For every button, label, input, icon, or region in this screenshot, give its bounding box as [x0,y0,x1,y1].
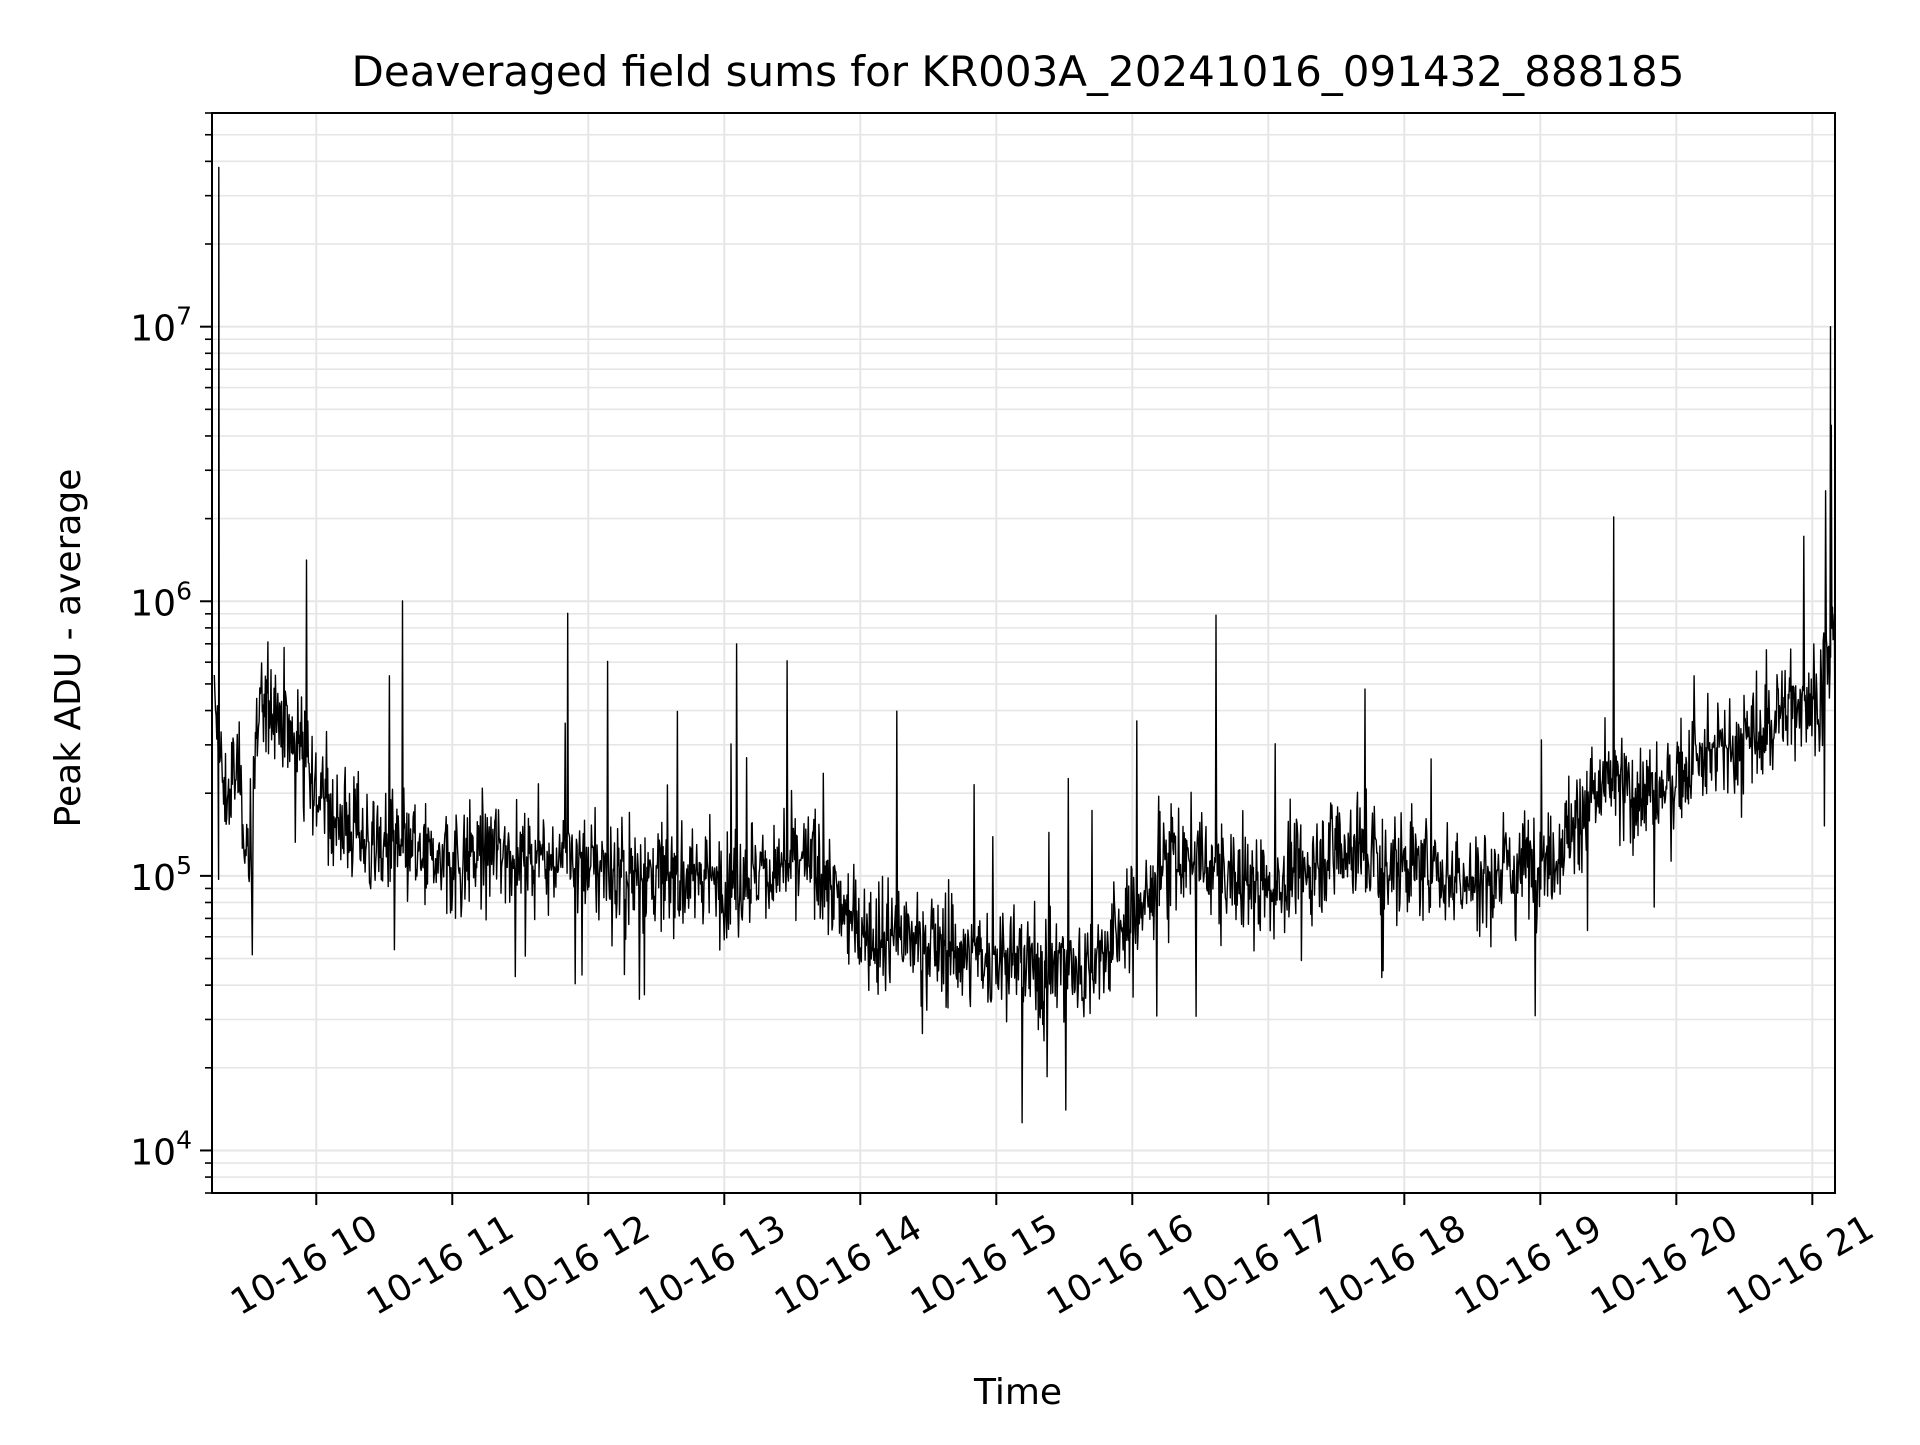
y-axis-label: Peak ADU - average [48,469,89,828]
chart-title: Deaveraged field sums for KR003A_2024101… [352,47,1685,96]
x-axis-label: Time [973,1372,1062,1413]
